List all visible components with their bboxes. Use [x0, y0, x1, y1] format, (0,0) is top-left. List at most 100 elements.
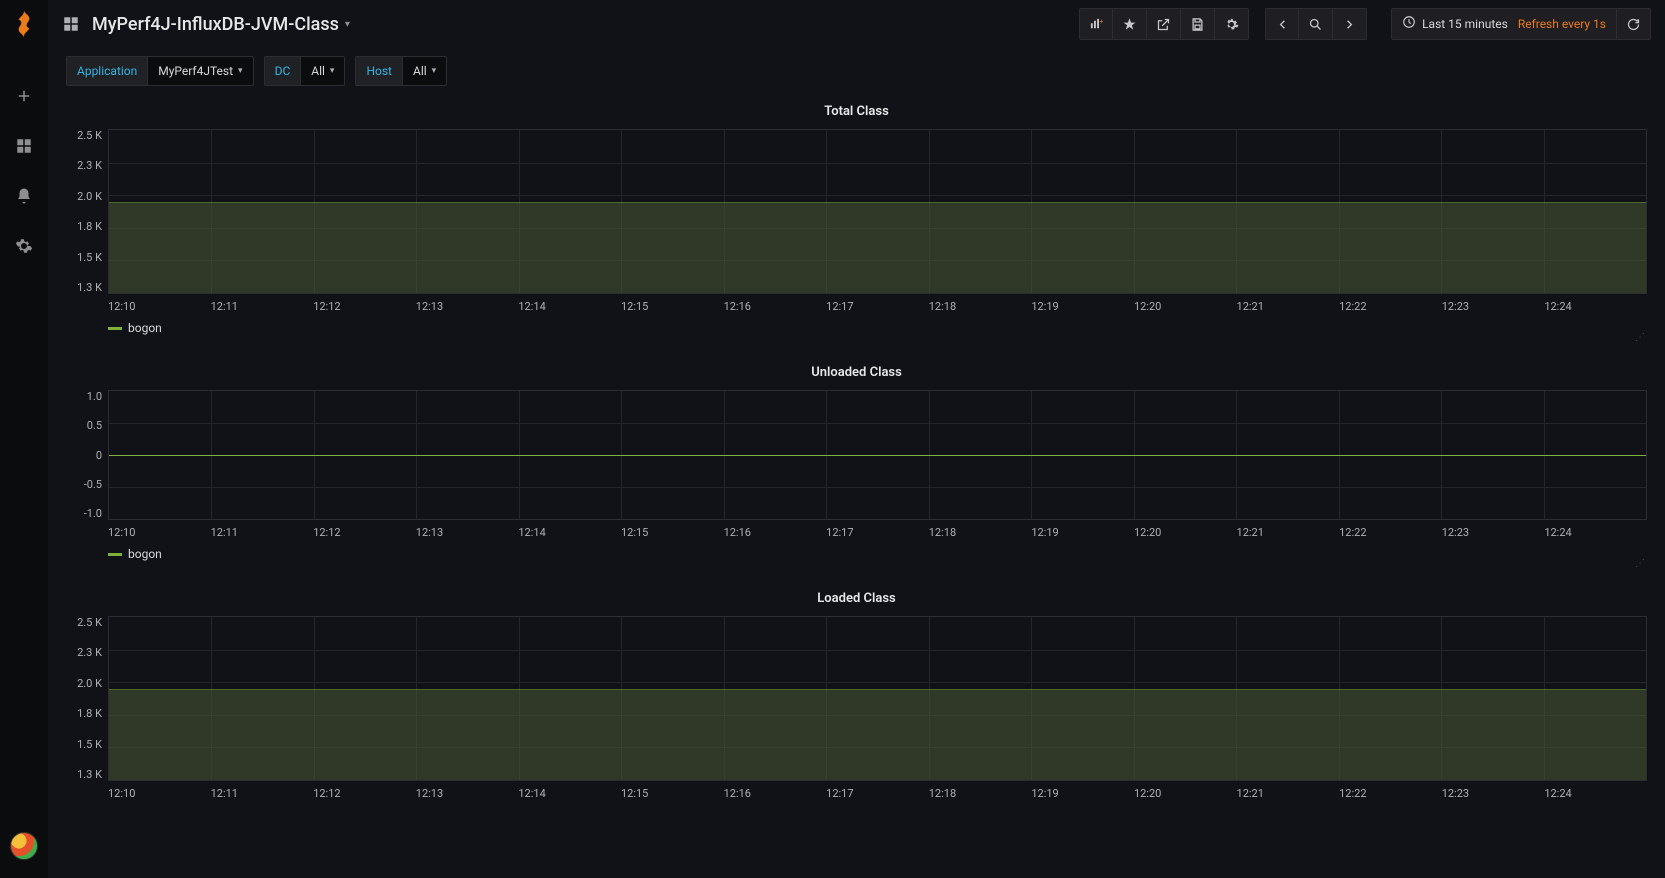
- legend[interactable]: bogon: [108, 313, 1647, 335]
- variable-dc: DCAll▾: [264, 56, 346, 86]
- y-tick-label: 1.5 K: [77, 251, 102, 264]
- chevron-down-icon: ▾: [238, 66, 243, 76]
- grid-line-h: [109, 650, 1646, 651]
- x-tick-label: 12:10: [108, 787, 211, 800]
- dashboard-title[interactable]: MyPerf4J-InfluxDB-JVM-Class ▾: [92, 14, 350, 35]
- panel-title[interactable]: Loaded Class: [66, 585, 1647, 616]
- dashboards-icon[interactable]: [8, 130, 40, 162]
- x-tick-label: 12:24: [1544, 526, 1647, 539]
- settings-button[interactable]: [1215, 8, 1249, 40]
- svg-text:+: +: [1099, 17, 1103, 25]
- grafana-logo[interactable]: [8, 8, 40, 40]
- x-tick-label: 12:15: [621, 526, 724, 539]
- variable-value-dropdown[interactable]: All▾: [300, 56, 345, 86]
- toolbar-zoom: [1265, 8, 1367, 40]
- panel-title[interactable]: Total Class: [66, 98, 1647, 129]
- x-tick-label: 12:18: [929, 787, 1032, 800]
- legend-label: bogon: [128, 321, 162, 335]
- x-tick-label: 12:10: [108, 526, 211, 539]
- variable-application: ApplicationMyPerf4JTest▾: [66, 56, 254, 86]
- legend[interactable]: bogon: [108, 539, 1647, 561]
- y-tick-label: 1.8 K: [77, 707, 102, 720]
- x-tick-label: 12:10: [108, 300, 211, 313]
- zoom-out-button[interactable]: [1299, 8, 1333, 40]
- x-tick-label: 12:12: [313, 787, 416, 800]
- chevron-down-icon: ▾: [330, 66, 335, 76]
- time-forward-button[interactable]: [1333, 8, 1367, 40]
- x-tick-label: 12:21: [1237, 787, 1340, 800]
- variable-value-dropdown[interactable]: MyPerf4JTest▾: [147, 56, 253, 86]
- x-tick-label: 12:21: [1237, 300, 1340, 313]
- x-tick-label: 12:24: [1544, 787, 1647, 800]
- share-button[interactable]: [1147, 8, 1181, 40]
- time-range-label: Last 15 minutes: [1422, 17, 1508, 31]
- y-tick-label: -1.0: [84, 507, 102, 520]
- x-tick-label: 12:13: [416, 526, 519, 539]
- refresh-interval-label: Refresh every 1s: [1518, 17, 1606, 31]
- add-panel-button[interactable]: +: [1079, 8, 1113, 40]
- x-axis: 12:1012:1112:1212:1312:1412:1512:1612:17…: [108, 294, 1647, 313]
- dashboard-grid-icon[interactable]: [62, 15, 80, 33]
- x-tick-label: 12:23: [1442, 787, 1545, 800]
- save-button[interactable]: [1181, 8, 1215, 40]
- y-tick-label: 0.5: [87, 419, 102, 432]
- y-tick-label: 2.5 K: [77, 129, 102, 142]
- y-tick-label: 2.3 K: [77, 159, 102, 172]
- x-tick-label: 12:21: [1237, 526, 1340, 539]
- x-tick-label: 12:22: [1339, 300, 1442, 313]
- legend-label: bogon: [128, 547, 162, 561]
- resize-handle-icon[interactable]: ⋰: [1635, 335, 1647, 341]
- grid-line-h: [109, 195, 1646, 196]
- star-button[interactable]: [1113, 8, 1147, 40]
- x-tick-label: 12:11: [211, 526, 314, 539]
- y-tick-label: 1.5 K: [77, 738, 102, 751]
- variable-label: DC: [264, 56, 301, 86]
- x-tick-label: 12:19: [1031, 526, 1134, 539]
- chart-area[interactable]: [108, 616, 1647, 781]
- y-axis: 1.00.50-0.5-1.0: [66, 390, 108, 520]
- x-tick-label: 12:12: [313, 526, 416, 539]
- x-tick-label: 12:16: [724, 300, 827, 313]
- y-tick-label: 1.8 K: [77, 220, 102, 233]
- x-tick-label: 12:23: [1442, 526, 1545, 539]
- series-line: [109, 455, 1646, 456]
- chart-area[interactable]: [108, 390, 1647, 520]
- y-tick-label: 2.0 K: [77, 677, 102, 690]
- y-tick-label: 2.5 K: [77, 616, 102, 629]
- refresh-button[interactable]: [1617, 8, 1651, 40]
- user-avatar[interactable]: [10, 832, 38, 860]
- time-picker[interactable]: Last 15 minutes Refresh every 1s: [1391, 8, 1617, 40]
- x-tick-label: 12:20: [1134, 526, 1237, 539]
- x-tick-label: 12:20: [1134, 300, 1237, 313]
- x-tick-label: 12:11: [211, 787, 314, 800]
- variable-label: Host: [355, 56, 402, 86]
- x-tick-label: 12:16: [724, 526, 827, 539]
- x-axis: 12:1012:1112:1212:1312:1412:1512:1612:17…: [108, 520, 1647, 539]
- y-tick-label: 1.3 K: [77, 281, 102, 294]
- configuration-icon[interactable]: [8, 230, 40, 262]
- alerting-icon[interactable]: [8, 180, 40, 212]
- x-tick-label: 12:22: [1339, 787, 1442, 800]
- variable-value-text: All: [413, 64, 427, 78]
- y-tick-label: 1.3 K: [77, 768, 102, 781]
- x-tick-label: 12:12: [313, 300, 416, 313]
- time-back-button[interactable]: [1265, 8, 1299, 40]
- create-icon[interactable]: [8, 80, 40, 112]
- legend-swatch: [108, 327, 122, 330]
- chart-area[interactable]: [108, 129, 1647, 294]
- x-tick-label: 12:15: [621, 300, 724, 313]
- dashboard-title-text: MyPerf4J-InfluxDB-JVM-Class: [92, 14, 339, 35]
- x-tick-label: 12:20: [1134, 787, 1237, 800]
- x-tick-label: 12:15: [621, 787, 724, 800]
- variable-label: Application: [66, 56, 147, 86]
- panel: Loaded Class2.5 K 2.3 K 2.0 K 1.8 K 1.5 K 1.3…: [66, 585, 1647, 800]
- y-tick-label: 2.0 K: [77, 190, 102, 203]
- panel-title[interactable]: Unloaded Class: [66, 359, 1647, 390]
- x-tick-label: 12:13: [416, 787, 519, 800]
- y-tick-label: 2.3 K: [77, 646, 102, 659]
- variable-value-dropdown[interactable]: All▾: [402, 56, 447, 86]
- x-tick-label: 12:24: [1544, 300, 1647, 313]
- panel: Total Class2.5 K 2.3 K 2.0 K 1.8 K 1.5 K 1.3 …: [66, 98, 1647, 341]
- x-tick-label: 12:14: [518, 300, 621, 313]
- resize-handle-icon[interactable]: ⋰: [1635, 561, 1647, 567]
